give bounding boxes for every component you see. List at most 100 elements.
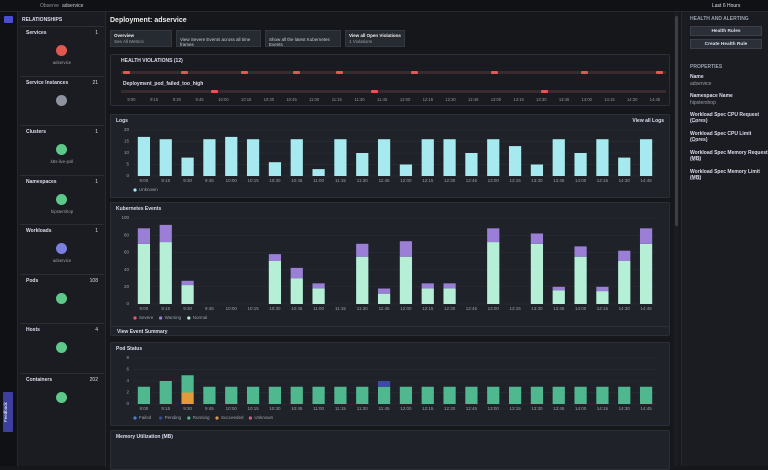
violation[interactable] bbox=[123, 71, 130, 74]
bar bbox=[639, 139, 653, 176]
item-count: 1 bbox=[95, 228, 98, 234]
y-tick-label: 60 bbox=[124, 250, 130, 255]
bar bbox=[377, 288, 391, 294]
x-tick-label: 13:15 bbox=[509, 178, 521, 183]
sidebar-item[interactable]: Pods 108 bbox=[20, 273, 104, 322]
item-entity: adservice bbox=[52, 60, 72, 65]
nav-icon[interactable] bbox=[4, 16, 13, 23]
x-tick-label: 14:00 bbox=[575, 178, 587, 183]
time-range[interactable]: Last 6 Hours bbox=[712, 3, 741, 9]
panel-title: Pod Status bbox=[116, 346, 143, 352]
x-tick-label: 11:15 bbox=[331, 97, 342, 102]
bar bbox=[465, 386, 478, 404]
tab[interactable]: Overview See All Metrics bbox=[110, 30, 172, 47]
bar bbox=[618, 157, 631, 176]
violation[interactable] bbox=[241, 71, 248, 74]
violation[interactable] bbox=[293, 71, 300, 74]
sidebar-item[interactable]: Namespaces 1 hipstershop bbox=[20, 174, 104, 223]
item-icon bbox=[56, 342, 67, 353]
violation[interactable] bbox=[181, 71, 188, 74]
y-tick-label: 40 bbox=[124, 267, 130, 272]
bar bbox=[290, 386, 303, 404]
legend-label: Succeeded bbox=[221, 415, 244, 420]
x-tick-label: 13:45 bbox=[558, 97, 570, 102]
bar bbox=[443, 139, 456, 176]
tab-title: View Severe Events across all time frame… bbox=[180, 37, 251, 47]
legend-label: Pending bbox=[165, 415, 182, 420]
violation[interactable] bbox=[491, 71, 498, 74]
legend-label: Running bbox=[193, 415, 210, 420]
x-tick-label: 11:30 bbox=[357, 178, 368, 183]
scrollbar[interactable] bbox=[674, 12, 679, 466]
violation[interactable] bbox=[656, 71, 663, 74]
sidebar-item[interactable]: Services 1 adservice bbox=[20, 26, 104, 74]
x-tick-label: 11:45 bbox=[379, 178, 390, 183]
sidebar-item[interactable]: Containers 202 bbox=[20, 372, 104, 421]
bar bbox=[203, 386, 216, 404]
violation[interactable] bbox=[411, 71, 418, 74]
x-tick-label: 10:00 bbox=[226, 178, 238, 183]
tab[interactable]: View Severe Events across all time frame… bbox=[176, 30, 261, 47]
x-tick-label: 10:30 bbox=[269, 306, 281, 311]
x-tick-label: 14:15 bbox=[597, 178, 609, 183]
tab[interactable]: Show all the latest Kubernetes Events bbox=[265, 30, 341, 47]
x-tick-label: 12:15 bbox=[422, 97, 434, 102]
bar bbox=[312, 283, 325, 289]
x-tick-label: 9:45 bbox=[205, 306, 214, 311]
x-tick-label: 12:00 bbox=[400, 406, 412, 411]
sidebar-item[interactable]: Service Instances 21 bbox=[20, 75, 104, 124]
item-label: Pods bbox=[26, 277, 39, 284]
bar bbox=[618, 250, 631, 261]
violation[interactable] bbox=[541, 90, 548, 93]
x-tick-label: 12:00 bbox=[400, 306, 412, 311]
item-label: Workloads bbox=[26, 228, 52, 234]
bar bbox=[159, 381, 172, 404]
right-panel: HEALTH AND ALERTING PROPERTIES bbox=[681, 12, 768, 466]
bar bbox=[268, 386, 282, 404]
sidebar-item[interactable]: Hosts 4 bbox=[20, 323, 104, 371]
breadcrumb[interactable]: Observe bbox=[40, 3, 59, 9]
violation-track bbox=[121, 71, 666, 74]
bar bbox=[159, 139, 172, 176]
button[interactable]: Create Health Rule bbox=[690, 39, 762, 49]
feedback[interactable]: Feedback bbox=[3, 392, 13, 432]
x-tick-label: 14:45 bbox=[640, 306, 652, 311]
x-tick-label: 11:00 bbox=[313, 306, 324, 311]
property-name: Workload Spec Memory Request (MB) bbox=[690, 150, 768, 162]
y-tick-label: 20 bbox=[124, 127, 130, 132]
sidebar-item[interactable]: Workloads 1 adservice bbox=[20, 224, 104, 272]
tab[interactable]: View all Open Violations 1 Violations bbox=[345, 30, 405, 47]
y-tick-label: 0 bbox=[126, 401, 129, 406]
violation[interactable] bbox=[371, 90, 378, 93]
bar bbox=[618, 261, 631, 304]
property-value: 0.4 bbox=[690, 119, 697, 125]
violation[interactable] bbox=[581, 71, 588, 74]
property-value: 50.3 bbox=[690, 157, 700, 163]
scroll-thumb[interactable] bbox=[675, 16, 678, 226]
bar bbox=[639, 228, 653, 244]
bar bbox=[399, 241, 413, 257]
bar bbox=[356, 243, 369, 257]
bar bbox=[530, 243, 544, 304]
sidebar-item[interactable]: Clusters 1 k8s-live-poll bbox=[20, 125, 104, 173]
page-title: Deployment: adservice bbox=[110, 17, 187, 24]
bar bbox=[137, 386, 151, 404]
event-summary[interactable]: View Event Summary bbox=[111, 326, 669, 336]
bar bbox=[356, 386, 369, 404]
violation[interactable] bbox=[211, 90, 218, 93]
bar bbox=[356, 153, 369, 176]
breadcrumb[interactable]: adservice bbox=[62, 3, 84, 9]
legend-swatch bbox=[248, 416, 252, 420]
property-value: 80.3 bbox=[690, 176, 700, 182]
item-icon bbox=[56, 391, 67, 403]
button[interactable]: Health Rules bbox=[690, 26, 762, 36]
x-tick-label: 11:30 bbox=[354, 97, 365, 102]
bar bbox=[530, 386, 544, 404]
view-all-logs[interactable]: View all Logs bbox=[632, 118, 664, 124]
x-tick-label: 12:30 bbox=[444, 178, 456, 183]
x-tick-label: 10:45 bbox=[286, 97, 297, 102]
bar bbox=[618, 386, 631, 404]
violation[interactable] bbox=[336, 71, 343, 74]
item-count: 1 bbox=[95, 30, 98, 36]
events-panel: Kubernetes Events 0 20 40 60 80 100 9:00 9:15 9:… bbox=[110, 202, 670, 336]
